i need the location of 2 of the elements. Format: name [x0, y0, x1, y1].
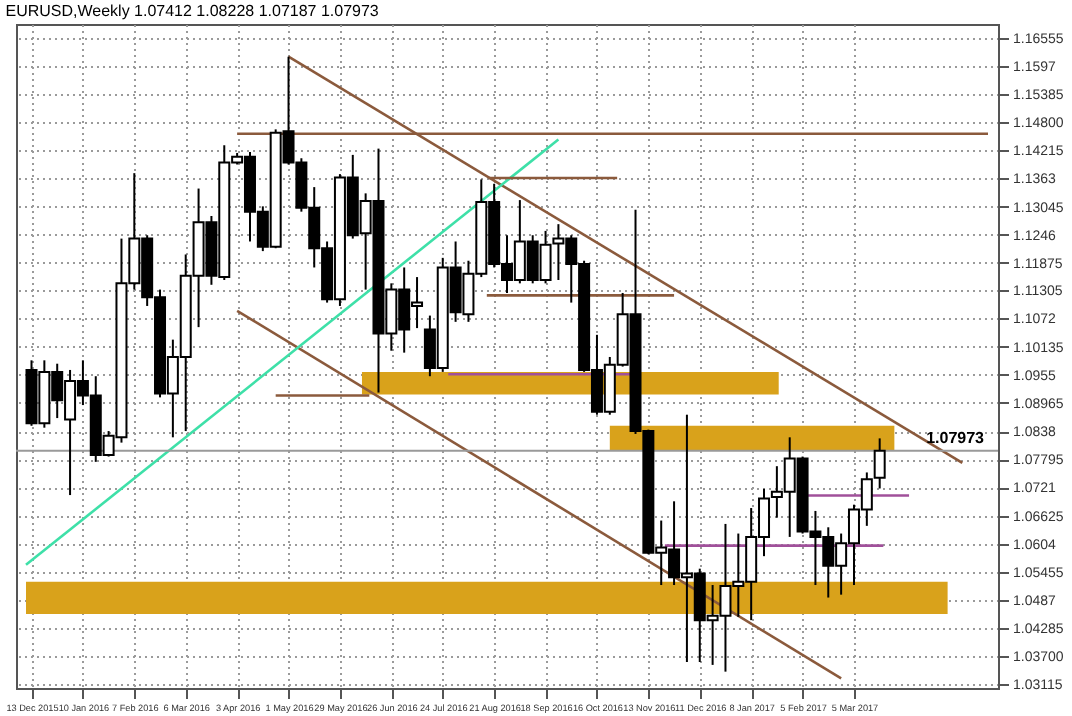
ref-line-label: 1.07973 [926, 428, 986, 447]
chart-title: EURUSD,Weekly 1.07412 1.08228 1.07187 1.07973 [5, 2, 380, 20]
